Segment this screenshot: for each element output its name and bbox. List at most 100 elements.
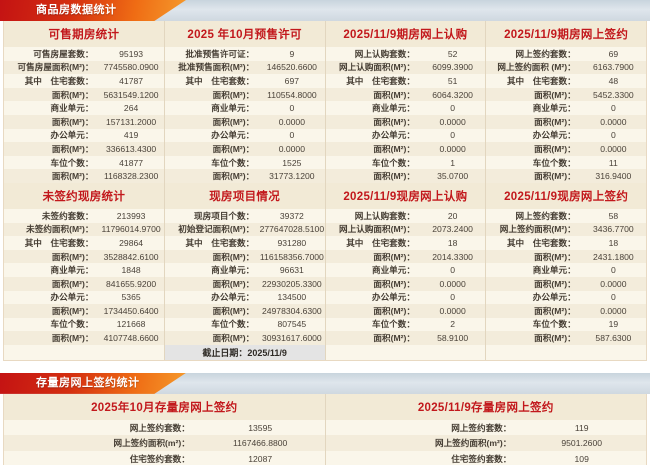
data-row: 其中 住宅套数： 41787 bbox=[4, 74, 164, 88]
row-value: 3528842.6100 bbox=[103, 251, 159, 262]
data-row: 车位个数： 1 bbox=[325, 155, 486, 170]
data-row: 其中 住宅套数： 697 bbox=[164, 74, 325, 88]
panel-title: 2025/11/9期房网上认购 bbox=[325, 21, 486, 47]
row-value: 697 bbox=[284, 75, 300, 86]
row-label: 网上签约套数： bbox=[451, 422, 512, 433]
data-row: 商业单元： 0 bbox=[164, 101, 325, 115]
row-label: 面积(M²)： bbox=[212, 305, 255, 316]
panel-title: 2025年10月存量房网上签约 bbox=[4, 393, 325, 420]
data-row: 其中 住宅套数： 29864 bbox=[4, 236, 164, 250]
row-label: 面积(M²)： bbox=[534, 171, 576, 182]
row-value: 0.0000 bbox=[600, 116, 627, 127]
data-row: 商业单元： 96631 bbox=[164, 263, 325, 277]
data-row: 商业单元： 0 bbox=[486, 101, 646, 115]
row-label: 办公单元： bbox=[532, 130, 576, 141]
commodity-housing-card: 可售期房统计 可售房屋套数： 95193 可售房屋面积(M²)： 7745580.0… bbox=[3, 21, 647, 361]
data-row: 面积(M²)： 0.0000 bbox=[486, 142, 646, 156]
row-label: 面积(M²)： bbox=[534, 116, 576, 127]
row-label: 网上签约面积 (M²)： bbox=[497, 62, 576, 73]
row-label: 办公单元： bbox=[211, 292, 255, 303]
existing-housing-card: 2025年10月存量房网上签约 网上签约套数： 13595 网上签约面积(m²)：… bbox=[3, 393, 647, 465]
row-value: 807545 bbox=[277, 319, 307, 330]
cutoff-date-strip: 截止日期：2025/11/9 bbox=[4, 344, 646, 360]
row-value: 0.0000 bbox=[439, 116, 466, 127]
row-value: 5365 bbox=[121, 292, 141, 303]
panel-completed-projects: 现房项目情况 现房项目个数： 39372 初始登记面积(M²)： 277647028… bbox=[164, 182, 326, 345]
data-row: 面积(M²)： 2431.1800 bbox=[486, 249, 646, 264]
row-value: 264 bbox=[123, 103, 139, 114]
row-value: 419 bbox=[123, 130, 139, 141]
panel-row-bottom: 未签约现房统计 未签约套数： 213993 未签约面积(M²)： 11796014.… bbox=[4, 182, 646, 345]
row-label: 面积(M²)： bbox=[534, 278, 576, 289]
data-row: 面积(M²)： 31773.1200 bbox=[164, 169, 325, 183]
data-row: 面积(M²)： 24978304.6300 bbox=[164, 304, 325, 318]
data-row: 面积(M²)： 0.0000 bbox=[325, 304, 486, 318]
panel-title: 2025/11/9现房网上认购 bbox=[325, 182, 486, 209]
data-row: 网上签约面积(M²)： 3436.7700 bbox=[486, 222, 646, 237]
data-row: 面积(M²)： 110554.8000 bbox=[164, 87, 325, 102]
data-row: 办公单元： 134500 bbox=[164, 290, 325, 305]
row-value: 110554.8000 bbox=[267, 89, 317, 100]
row-value: 0 bbox=[450, 292, 455, 303]
panel-title: 未签约现房统计 bbox=[4, 182, 164, 209]
row-label: 面积(M²)： bbox=[51, 251, 94, 262]
row-label: 现房项目个数： bbox=[194, 210, 255, 221]
data-row: 办公单元： 0 bbox=[325, 290, 486, 305]
row-value: 18 bbox=[447, 237, 458, 248]
row-value: 6064.3200 bbox=[432, 89, 473, 100]
data-row: 商业单元： 0 bbox=[325, 101, 486, 115]
row-label: 网上认购套数： bbox=[354, 48, 415, 59]
row-label: 其中 住宅套数： bbox=[346, 237, 415, 248]
panel-existing-daily-contract: 2025/11/9存量房网上签约 网上签约套数： 119 网上签约面积(m²)： 9… bbox=[325, 393, 646, 465]
data-row: 其中 住宅套数： 48 bbox=[486, 74, 646, 88]
panel-rows: 未签约套数： 213993 未签约面积(M²)： 11796014.9700 其中 … bbox=[4, 208, 164, 345]
row-label: 面积(M²)： bbox=[51, 333, 94, 344]
row-label: 面积(M²)： bbox=[534, 89, 576, 100]
panel-title: 2025/11/9期房网上签约 bbox=[486, 21, 646, 47]
row-value: 2014.3300 bbox=[432, 251, 473, 262]
data-row: 面积(M²)： 1734450.6400 bbox=[4, 304, 164, 318]
row-label: 商业单元： bbox=[50, 265, 94, 276]
data-row: 网上签约套数： 119 bbox=[325, 419, 646, 436]
data-row: 办公单元： 0 bbox=[486, 128, 646, 143]
row-value: 0.0000 bbox=[600, 278, 627, 289]
row-value: 22930205.3300 bbox=[261, 278, 322, 289]
row-value: 0.0000 bbox=[600, 305, 627, 316]
data-row: 商业单元： 0 bbox=[325, 263, 486, 277]
row-value: 39372 bbox=[279, 210, 304, 221]
data-row: 面积(M²)： 587.6300 bbox=[486, 331, 646, 345]
row-label: 面积(M²)： bbox=[212, 143, 255, 154]
row-value: 96631 bbox=[279, 265, 304, 276]
row-label: 批准预售面积(M²)： bbox=[178, 62, 255, 73]
row-label: 商业单元： bbox=[211, 103, 255, 114]
data-row: 面积(M²)： 4107748.6600 bbox=[4, 331, 164, 345]
row-value: 119 bbox=[574, 422, 589, 433]
row-value: 0.0000 bbox=[439, 143, 466, 154]
row-value: 109 bbox=[574, 453, 589, 464]
row-value: 6163.7900 bbox=[593, 62, 634, 73]
row-label: 网上认购套数： bbox=[354, 210, 415, 221]
panel-rows: 网上签约套数： 58 网上签约面积(M²)： 3436.7700 其中 住宅套数： 1… bbox=[486, 208, 646, 345]
row-label: 其中 住宅套数： bbox=[506, 237, 576, 248]
row-value: 69 bbox=[608, 48, 619, 59]
row-value: 931280 bbox=[277, 237, 307, 248]
row-value: 0.0000 bbox=[278, 143, 305, 154]
data-row: 面积(M²)： 0.0000 bbox=[486, 276, 646, 291]
panel-rows: 网上认购套数： 20 网上认购面积(M²)： 2073.2400 其中 住宅套数： 1… bbox=[325, 208, 486, 345]
data-row: 面积(M²)： 0.0000 bbox=[486, 304, 646, 318]
row-value: 0.0000 bbox=[439, 305, 466, 316]
row-label: 办公单元： bbox=[371, 292, 415, 303]
section-title-commodity-housing: 商品房数据统计 bbox=[36, 4, 117, 16]
row-value: 1525 bbox=[282, 157, 302, 168]
row-value: 9 bbox=[289, 48, 295, 59]
row-label: 面积(M²)： bbox=[373, 89, 415, 100]
row-label: 面积(M²)： bbox=[51, 278, 94, 289]
section-spacer bbox=[0, 360, 650, 373]
panel-rows: 网上认购套数： 52 网上认购面积(M²)： 6099.3900 其中 住宅套数： 5… bbox=[325, 47, 486, 183]
row-value: 4107748.6600 bbox=[103, 333, 159, 344]
row-value: 1167466.8800 bbox=[233, 438, 288, 449]
row-label: 办公单元： bbox=[532, 292, 576, 303]
row-label: 面积(M²)： bbox=[534, 143, 576, 154]
data-row: 面积(M²)： 6064.3200 bbox=[325, 87, 486, 102]
